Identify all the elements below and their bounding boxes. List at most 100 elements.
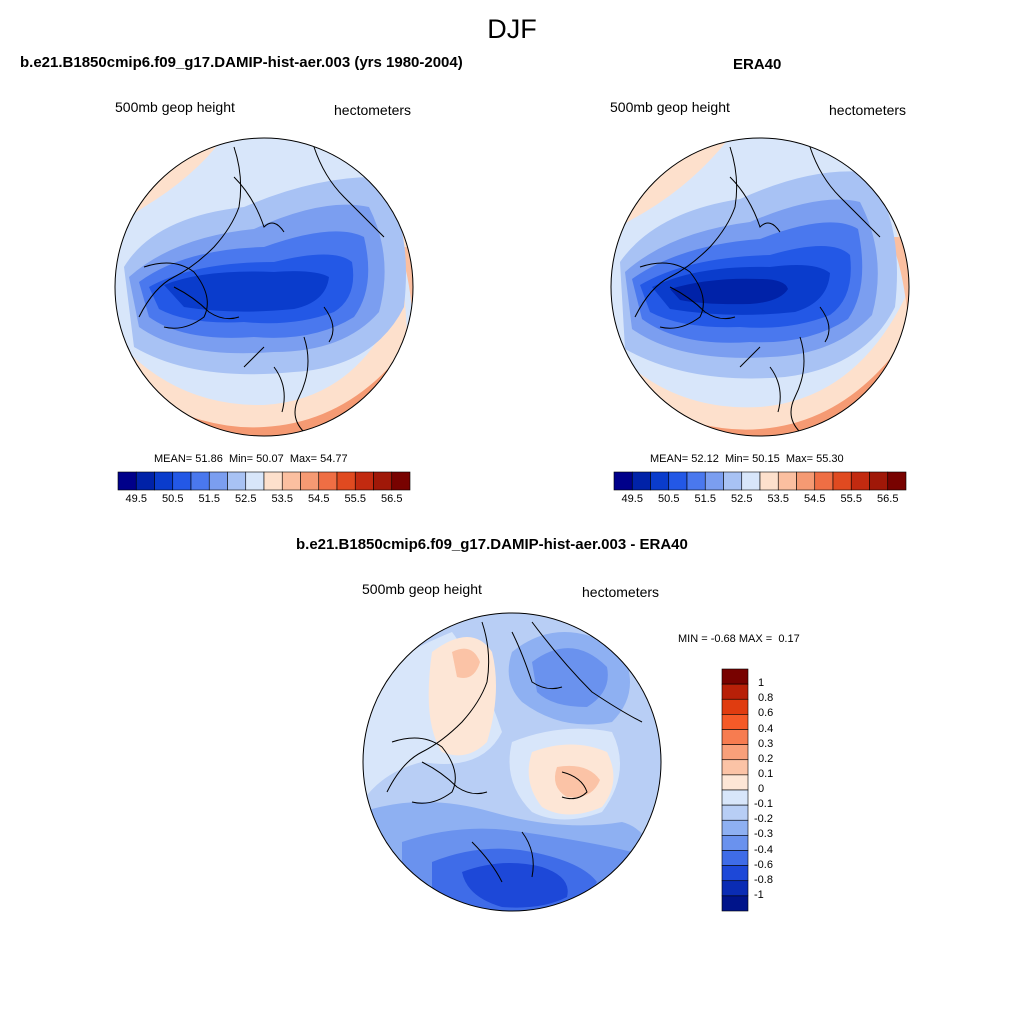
colorbar-swatch xyxy=(741,471,761,491)
colorbar-swatch xyxy=(721,744,749,761)
obs-max-label: Max= xyxy=(785,453,814,465)
colorbar-tick-label: -0.2 xyxy=(754,813,773,826)
colorbar-swatch xyxy=(263,471,283,491)
colorbar-tick-label: 0 xyxy=(758,783,765,795)
colorbar-tick-label: 54.5 xyxy=(308,493,330,505)
colorbar-tick-label: 49.5 xyxy=(125,493,147,505)
colorbar-tick-label: 49.5 xyxy=(621,493,643,505)
model-min-label: Min= xyxy=(228,453,254,465)
obs-stats: MEAN= 52.12 Min= 50.15 Max= 55.30 xyxy=(650,453,844,465)
colorbar-tick-label: 51.5 xyxy=(198,493,220,505)
obs-min-label: Min= xyxy=(724,453,750,465)
colorbar-swatch xyxy=(721,865,749,882)
colorbar-tick-label: 52.5 xyxy=(731,493,753,505)
diff-colorbar-ticks: 1 0.8 0.6 0.4 0.3 0.2 0.1 0 -0.1 -0.2 -0.3 -0.4 -0.6… xyxy=(752,669,802,911)
colorbar-swatch xyxy=(135,471,155,491)
model-map-border xyxy=(114,137,414,437)
model-panel-title: b.e21.B1850cmip6.f09_g17.DAMIP-hist-aer.… xyxy=(20,54,463,71)
colorbar-tick-label: -0.8 xyxy=(754,873,773,886)
colorbar-swatch xyxy=(869,471,889,491)
diff-max-value: 0.17 xyxy=(778,633,800,645)
colorbar-tick-label: 54.5 xyxy=(804,493,826,505)
obs-coastlines xyxy=(634,146,881,433)
colorbar-swatch xyxy=(721,789,749,806)
colorbar-tick-label: 0.1 xyxy=(758,767,774,780)
model-variable-label: 500mb geop height xyxy=(115,99,235,115)
colorbar-swatch xyxy=(832,471,852,491)
obs-mean-label: MEAN= xyxy=(650,453,689,465)
colorbar-swatch xyxy=(721,683,749,700)
colorbar-swatch xyxy=(391,471,411,491)
model-coastlines xyxy=(138,146,385,433)
diff-max-label: MAX = xyxy=(738,633,773,645)
model-units-label: hectometers xyxy=(334,102,412,118)
diff-coastlines xyxy=(386,621,643,883)
diff-panel-title: b.e21.B1850cmip6.f09_g17.DAMIP-hist-aer.… xyxy=(296,536,688,553)
colorbar-tick-label: -0.4 xyxy=(754,843,773,856)
obs-map-border xyxy=(610,137,910,437)
colorbar-swatch xyxy=(227,471,247,491)
diff-stats: MIN = -0.68 MAX = 0.17 xyxy=(678,633,800,645)
diff-contour-fills xyxy=(363,613,661,911)
colorbar-tick-label: 0.8 xyxy=(758,692,774,705)
colorbar-swatch xyxy=(686,471,706,491)
colorbar-swatch xyxy=(887,471,907,491)
colorbar-swatch xyxy=(721,729,749,745)
diff-units-label: hectometers xyxy=(582,584,660,600)
model-polar-map xyxy=(114,137,414,437)
colorbar-swatch xyxy=(172,471,192,491)
colorbar-swatch xyxy=(245,471,265,491)
colorbar-swatch xyxy=(721,850,749,866)
colorbar-tick-label: -0.1 xyxy=(754,798,773,811)
colorbar-tick-label: -0.3 xyxy=(754,828,773,841)
colorbar-tick-label: -0.6 xyxy=(754,858,773,871)
colorbar-swatch xyxy=(721,759,749,776)
colorbar-tick-label: 50.5 xyxy=(658,493,680,505)
colorbar-swatch xyxy=(650,471,670,491)
colorbar-tick-label: 56.5 xyxy=(877,493,899,505)
obs-variable-label: 500mb geop height xyxy=(610,99,730,115)
colorbar-swatch xyxy=(721,804,749,821)
colorbar-tick-label: -1 xyxy=(754,888,764,901)
colorbar-tick-label: 1 xyxy=(758,677,765,690)
colorbar-tick-label: 50.5 xyxy=(162,493,184,505)
colorbar-swatch xyxy=(721,714,749,730)
obs-contour-fills xyxy=(611,138,909,436)
diff-colorbar xyxy=(721,668,749,912)
diff-min-label: MIN = xyxy=(678,633,708,645)
model-mean-value: 51.86 xyxy=(195,453,223,465)
colorbar-tick-label: 51.5 xyxy=(694,493,716,505)
colorbar-swatch xyxy=(354,471,374,491)
colorbar-tick-label: 0.3 xyxy=(758,737,774,750)
colorbar-swatch xyxy=(777,471,797,491)
model-colorbar-ticks: 49.5 50.5 51.5 52.5 53.5 54.5 55.5 56.5 xyxy=(118,493,410,507)
colorbar-swatch xyxy=(723,471,743,491)
colorbar-swatch xyxy=(796,471,816,491)
colorbar-swatch xyxy=(759,471,779,491)
obs-polar-map xyxy=(610,137,910,437)
colorbar-swatch xyxy=(668,471,688,491)
colorbar-tick-label: 0.4 xyxy=(758,722,774,735)
colorbar-swatch xyxy=(281,471,301,491)
obs-min-value: 50.15 xyxy=(752,453,780,465)
colorbar-swatch xyxy=(373,471,393,491)
colorbar-swatch xyxy=(850,471,870,491)
colorbar-swatch xyxy=(631,471,651,491)
obs-mean-value: 52.12 xyxy=(691,453,719,465)
colorbar-swatch xyxy=(318,471,338,491)
colorbar-swatch xyxy=(336,471,356,491)
colorbar-tick-label: 53.5 xyxy=(767,493,789,505)
colorbar-swatch xyxy=(190,471,210,491)
colorbar-tick-label: 52.5 xyxy=(235,493,257,505)
colorbar-swatch xyxy=(721,895,749,912)
model-max-value: 54.77 xyxy=(320,453,348,465)
obs-max-value: 55.30 xyxy=(816,453,844,465)
colorbar-swatch xyxy=(721,698,749,715)
model-max-label: Max= xyxy=(289,453,318,465)
colorbar-swatch xyxy=(300,471,320,491)
model-colorbar xyxy=(117,471,411,491)
colorbar-tick-label: 53.5 xyxy=(271,493,293,505)
obs-colorbar-ticks: 49.5 50.5 51.5 52.5 53.5 54.5 55.5 56.5 xyxy=(614,493,906,507)
colorbar-swatch xyxy=(208,471,228,491)
colorbar-swatch xyxy=(721,668,749,685)
